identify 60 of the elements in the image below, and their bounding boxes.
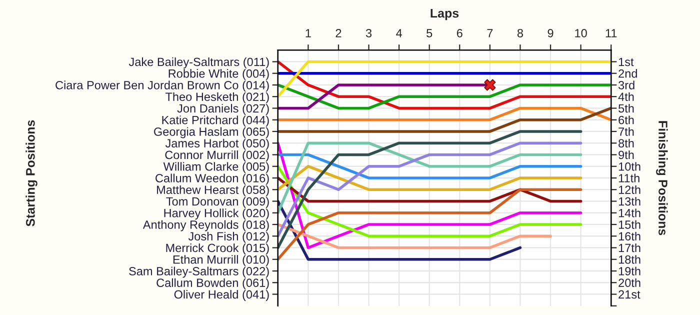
x-tick-label: 3	[366, 28, 372, 38]
x-tick-label: 9	[548, 28, 554, 38]
category-label: Harvey Hollick (020)	[164, 208, 269, 220]
y-tick-label: 18th	[618, 255, 640, 264]
x-tick-label: 4	[396, 29, 402, 38]
y-tick-label: 2nd	[618, 69, 637, 78]
text: Starting Positions	[26, 120, 38, 226]
y-tick-label: 17th	[618, 243, 640, 252]
line-series	[278, 188, 582, 261]
y-tick-label: 7th	[618, 127, 634, 136]
x-tick-label: 8	[517, 28, 523, 38]
x-tick-label: 2	[336, 28, 342, 38]
y-tick-label: 13th	[618, 196, 640, 206]
y-tick-label: 19th	[618, 266, 640, 276]
x-tick-label: 6	[456, 28, 462, 38]
category-label: Connor Murrill (002)	[165, 150, 269, 162]
y-tick-label: 6th	[618, 116, 634, 124]
category-label: Josh Fish (012)	[188, 232, 269, 243]
x-tick-label: 1	[306, 29, 311, 38]
y-tick-label: 20th	[618, 278, 640, 288]
y-tick-label: 1st	[618, 58, 634, 66]
category-label: Ciara Power Ben Jordan Brown Co (014)	[56, 80, 269, 92]
category-label: Jake Bailey-Saltmars (011)	[128, 57, 269, 68]
x-tick-label: 5	[426, 29, 432, 38]
y-tick-label: 16th	[618, 232, 640, 240]
category-label: Oliver Heald (041)	[174, 290, 269, 301]
category-label: William Clarke (005)	[163, 162, 269, 174]
category-label: Sam Bailey-Saltmars (022)	[129, 266, 269, 278]
y-axis-title: Finishing Positions	[656, 121, 668, 236]
category-label: Robbie White (004)	[168, 69, 269, 80]
y-tick-label: 9th	[618, 150, 634, 160]
category-label: Anthony Reynolds (018)	[142, 220, 269, 232]
y-tick-label: 21st	[618, 290, 640, 299]
x-tick-label: 10	[575, 28, 587, 38]
y-tick-label: 15th	[618, 220, 640, 229]
y-tick-label: 8th	[618, 138, 634, 148]
category-label: Ethan Murrill (010)	[173, 255, 269, 266]
x-tick-label: 11	[606, 29, 617, 38]
category-label: Callum Bowden (061)	[156, 278, 269, 290]
category-label: Tom Donovan (009)	[166, 196, 269, 208]
y-tick-label: 5th	[618, 104, 634, 113]
category-label: Theo Hesketh (021)	[166, 92, 269, 104]
y-tick-label: 4th	[618, 92, 634, 101]
category-label: Merrick Crook (015)	[166, 243, 269, 254]
line-series	[278, 60, 612, 110]
line-series	[278, 142, 582, 214]
y-tick-label: 12th	[618, 185, 640, 194]
x-tick-label: 7	[487, 29, 493, 38]
y-tick-label: 3rd	[618, 80, 634, 90]
category-label: Jon Daniels (027)	[177, 104, 269, 115]
category-label: James Harbot (050)	[165, 138, 269, 150]
category-label: Katie Pritchard (044)	[162, 116, 269, 127]
y-tick-label: 14th	[618, 208, 640, 218]
line-series	[278, 164, 582, 238]
y-tick-label: 10th	[618, 162, 640, 171]
category-label: Matthew Hearst (058)	[157, 185, 269, 196]
category-label: Callum Weedon (016)	[156, 174, 269, 185]
y-tick-label: 11th	[618, 174, 640, 182]
category-label: Georgia Haslam (065)	[154, 127, 269, 138]
x-axis-title: Laps	[430, 8, 459, 20]
